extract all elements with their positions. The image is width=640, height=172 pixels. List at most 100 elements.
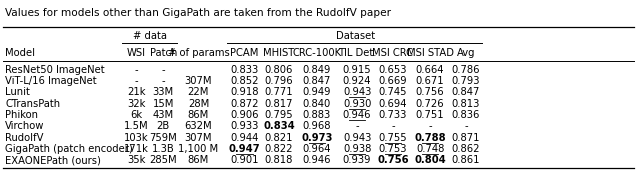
Text: 0.756: 0.756: [416, 87, 444, 97]
Text: 103k: 103k: [124, 133, 148, 143]
Text: -: -: [134, 76, 138, 86]
Text: 0.871: 0.871: [452, 133, 480, 143]
Text: -: -: [355, 121, 359, 131]
Text: 0.964: 0.964: [303, 144, 331, 154]
Text: 6k: 6k: [131, 110, 142, 120]
Text: -: -: [161, 65, 165, 75]
Text: 307M: 307M: [185, 133, 212, 143]
Text: 0.788: 0.788: [414, 133, 446, 143]
Text: MSI STAD: MSI STAD: [406, 48, 454, 58]
Text: 43M: 43M: [152, 110, 174, 120]
Text: 0.933: 0.933: [230, 121, 259, 131]
Text: 0.840: 0.840: [303, 99, 331, 109]
Text: 0.918: 0.918: [230, 87, 259, 97]
Text: 86M: 86M: [188, 110, 209, 120]
Text: 0.924: 0.924: [343, 76, 371, 86]
Text: 307M: 307M: [185, 76, 212, 86]
Text: 1.3B: 1.3B: [152, 144, 175, 154]
Text: 0.796: 0.796: [265, 76, 293, 86]
Text: Lunit: Lunit: [5, 87, 30, 97]
Text: 0.806: 0.806: [265, 65, 293, 75]
Text: 0.968: 0.968: [303, 121, 331, 131]
Text: Values for models other than GigaPath are taken from the RudolfV paper: Values for models other than GigaPath ar…: [5, 8, 391, 18]
Text: 0.947: 0.947: [228, 144, 260, 154]
Text: 86M: 86M: [188, 155, 209, 165]
Text: 32k: 32k: [127, 99, 145, 109]
Text: 33M: 33M: [152, 87, 174, 97]
Text: -: -: [161, 76, 165, 86]
Text: 0.745: 0.745: [379, 87, 407, 97]
Text: 0.694: 0.694: [379, 99, 407, 109]
Text: CTransPath: CTransPath: [5, 99, 60, 109]
Text: -: -: [391, 121, 395, 131]
Text: 0.756: 0.756: [377, 155, 409, 165]
Text: 759M: 759M: [149, 133, 177, 143]
Text: 0.818: 0.818: [265, 155, 293, 165]
Text: 0.653: 0.653: [379, 65, 407, 75]
Text: 0.883: 0.883: [303, 110, 331, 120]
Text: 22M: 22M: [188, 87, 209, 97]
Text: EXAONEPath (ours): EXAONEPath (ours): [5, 155, 101, 165]
Text: 0.755: 0.755: [379, 133, 407, 143]
Text: 0.930: 0.930: [343, 99, 371, 109]
Text: 28M: 28M: [188, 99, 209, 109]
Text: ViT-L/16 ImageNet: ViT-L/16 ImageNet: [5, 76, 97, 86]
Text: GigaPath (patch encoder): GigaPath (patch encoder): [5, 144, 133, 154]
Text: Avg: Avg: [457, 48, 475, 58]
Text: 0.906: 0.906: [230, 110, 259, 120]
Text: 0.847: 0.847: [303, 76, 331, 86]
Text: 0.834: 0.834: [263, 121, 295, 131]
Text: 0.733: 0.733: [379, 110, 407, 120]
Text: 0.939: 0.939: [343, 155, 371, 165]
Text: 0.861: 0.861: [452, 155, 480, 165]
Text: 0.836: 0.836: [452, 110, 480, 120]
Text: 0.821: 0.821: [265, 133, 293, 143]
Text: 285M: 285M: [149, 155, 177, 165]
Text: Model: Model: [5, 48, 35, 58]
Text: 0.793: 0.793: [452, 76, 480, 86]
Text: 632M: 632M: [184, 121, 212, 131]
Text: 0.726: 0.726: [416, 99, 444, 109]
Text: 0.833: 0.833: [230, 65, 259, 75]
Text: 0.751: 0.751: [416, 110, 444, 120]
Text: 1.5M: 1.5M: [124, 121, 148, 131]
Text: CRC-100K: CRC-100K: [292, 48, 341, 58]
Text: 0.748: 0.748: [416, 144, 444, 154]
Text: 0.664: 0.664: [416, 65, 444, 75]
Text: 171k: 171k: [124, 144, 148, 154]
Text: Phikon: Phikon: [5, 110, 38, 120]
Text: 0.872: 0.872: [230, 99, 259, 109]
Text: 0.946: 0.946: [343, 110, 371, 120]
Text: 0.973: 0.973: [301, 133, 333, 143]
Text: Dataset: Dataset: [335, 31, 375, 41]
Text: 0.949: 0.949: [303, 87, 331, 97]
Text: 0.822: 0.822: [265, 144, 293, 154]
Text: 35k: 35k: [127, 155, 145, 165]
Text: ResNet50 ImageNet: ResNet50 ImageNet: [5, 65, 105, 75]
Text: 0.862: 0.862: [452, 144, 480, 154]
Text: TIL Det.: TIL Det.: [338, 48, 376, 58]
Text: 0.669: 0.669: [379, 76, 407, 86]
Text: Patch: Patch: [150, 48, 177, 58]
Text: MSI CRC: MSI CRC: [372, 48, 413, 58]
Text: 0.915: 0.915: [343, 65, 371, 75]
Text: PCAM: PCAM: [230, 48, 259, 58]
Text: 0.753: 0.753: [379, 144, 407, 154]
Text: 0.771: 0.771: [265, 87, 293, 97]
Text: -: -: [134, 65, 138, 75]
Text: 0.804: 0.804: [414, 155, 446, 165]
Text: Virchow: Virchow: [5, 121, 45, 131]
Text: 0.786: 0.786: [452, 65, 480, 75]
Text: 0.943: 0.943: [343, 87, 371, 97]
Text: 21k: 21k: [127, 87, 145, 97]
Text: WSI: WSI: [127, 48, 146, 58]
Text: 0.938: 0.938: [343, 144, 371, 154]
Text: 0.946: 0.946: [303, 155, 331, 165]
Text: # data: # data: [132, 31, 167, 41]
Text: 0.852: 0.852: [230, 76, 259, 86]
Text: RudolfV: RudolfV: [5, 133, 44, 143]
Text: 0.813: 0.813: [452, 99, 480, 109]
Text: 15M: 15M: [152, 99, 174, 109]
Text: 0.795: 0.795: [265, 110, 293, 120]
Text: 0.671: 0.671: [416, 76, 444, 86]
